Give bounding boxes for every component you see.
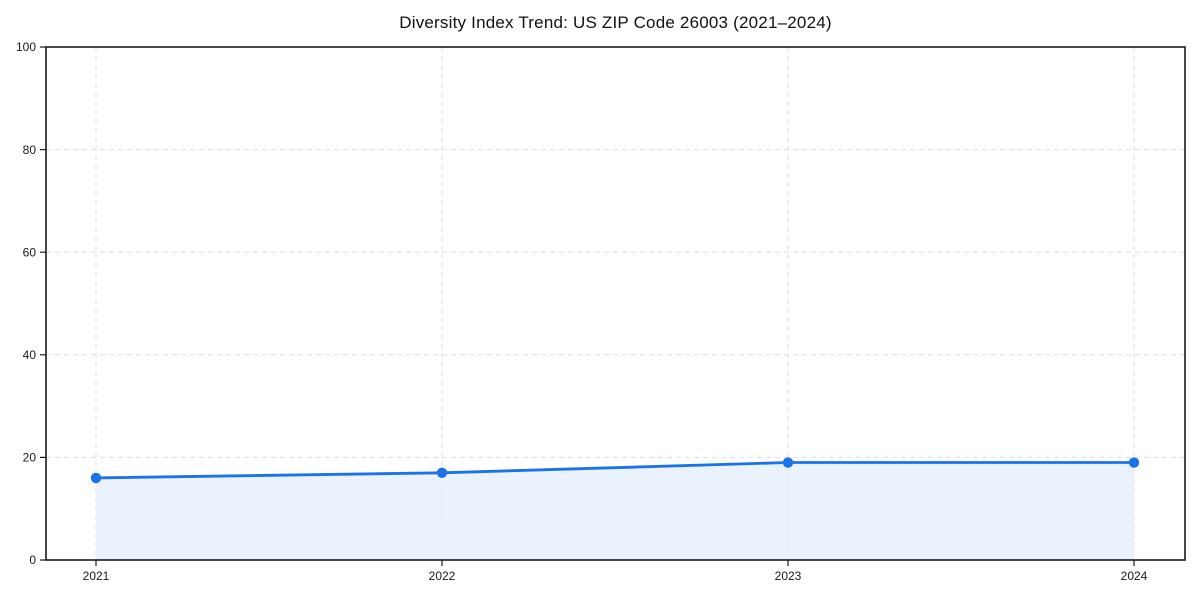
- y-tick-label-20: 20: [23, 451, 37, 465]
- y-tick-label-0: 0: [29, 553, 36, 567]
- data-point-2024: [1128, 457, 1140, 468]
- data-point-2023: [782, 457, 794, 468]
- plot-border: [45, 46, 1186, 561]
- x-tick-label-2024: 2024: [1121, 569, 1148, 583]
- y-tick-label-60: 60: [23, 245, 37, 259]
- x-tick-label-2022: 2022: [429, 569, 456, 583]
- x-tick-label-2021: 2021: [83, 569, 110, 583]
- y-tick-label-40: 40: [23, 348, 37, 362]
- y-tick-label-100: 100: [16, 40, 36, 54]
- trend-line: [94, 461, 1136, 480]
- data-point-2021: [90, 472, 102, 484]
- y-tick-label-80: 80: [23, 143, 37, 157]
- data-point-2022: [436, 467, 448, 478]
- chart-title: Diversity Index Trend: US ZIP Code 26003…: [399, 13, 832, 32]
- x-tick-label-2023: 2023: [775, 569, 802, 583]
- area-fill: [96, 462, 1134, 560]
